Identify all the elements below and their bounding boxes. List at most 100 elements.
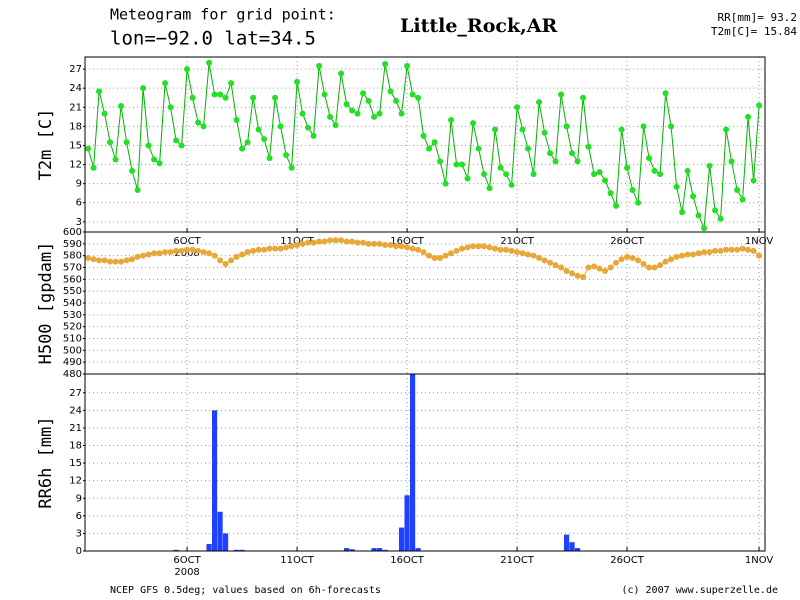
point xyxy=(514,249,521,256)
point xyxy=(514,104,521,111)
point xyxy=(486,244,493,251)
point xyxy=(508,247,515,254)
point xyxy=(640,260,647,267)
point xyxy=(261,246,268,253)
point xyxy=(596,169,603,176)
point xyxy=(310,132,317,139)
point xyxy=(613,259,620,266)
point xyxy=(327,113,334,120)
point xyxy=(398,110,405,117)
point xyxy=(481,171,488,178)
point xyxy=(283,152,290,158)
point xyxy=(184,66,191,73)
point xyxy=(206,250,213,257)
bar xyxy=(574,548,581,551)
point xyxy=(607,190,614,197)
point xyxy=(255,126,262,133)
point xyxy=(349,238,356,245)
point xyxy=(233,253,240,260)
point xyxy=(695,250,702,257)
series-line xyxy=(87,62,760,229)
point xyxy=(239,145,246,152)
point xyxy=(354,110,361,117)
point xyxy=(393,97,400,104)
point xyxy=(558,264,565,271)
point xyxy=(541,129,548,136)
year-label: 2008 xyxy=(174,567,199,578)
y-tick-label: 15 xyxy=(69,458,82,469)
point xyxy=(338,237,345,244)
point xyxy=(536,255,543,262)
point xyxy=(695,212,702,219)
point xyxy=(728,158,735,165)
bar xyxy=(563,534,570,551)
point xyxy=(690,251,697,258)
point xyxy=(272,245,279,252)
point xyxy=(272,94,279,101)
point xyxy=(327,237,334,244)
point xyxy=(145,142,152,149)
point xyxy=(613,202,620,209)
point xyxy=(497,246,504,253)
point xyxy=(701,249,708,256)
point xyxy=(283,244,290,251)
y-axis-label: H500 [gpdam] xyxy=(36,242,56,365)
point xyxy=(420,132,427,139)
point xyxy=(750,177,757,184)
y-tick-label: 520 xyxy=(63,322,82,333)
point xyxy=(426,252,433,259)
y-tick-label: 9 xyxy=(76,493,82,504)
point xyxy=(497,164,504,171)
bar xyxy=(376,548,383,551)
bar xyxy=(211,410,218,551)
point xyxy=(371,113,378,120)
point xyxy=(591,171,598,178)
point xyxy=(360,239,367,246)
x-tick-label: 16OCT xyxy=(390,236,425,247)
point xyxy=(486,185,493,192)
point xyxy=(200,123,207,130)
point xyxy=(332,237,339,244)
y-tick-label: 9 xyxy=(76,179,82,190)
point xyxy=(393,243,400,250)
bar xyxy=(222,533,229,551)
point xyxy=(470,120,477,127)
frame xyxy=(84,373,766,552)
point xyxy=(624,253,631,260)
y-tick-label: 570 xyxy=(63,263,82,274)
point xyxy=(602,177,609,184)
point xyxy=(371,240,378,247)
point xyxy=(745,246,752,253)
point xyxy=(481,243,488,250)
point xyxy=(563,123,570,130)
point xyxy=(200,249,207,256)
point xyxy=(398,243,405,250)
point xyxy=(734,246,741,253)
point xyxy=(547,150,554,157)
point xyxy=(173,137,180,144)
point xyxy=(250,247,257,254)
year-label: 2008 xyxy=(174,248,199,259)
point xyxy=(222,260,229,267)
point xyxy=(739,196,746,203)
point xyxy=(365,240,372,247)
point xyxy=(288,164,295,171)
rr-total: RR[mm]= 93.2 xyxy=(718,11,797,24)
point xyxy=(250,94,257,101)
point xyxy=(618,126,625,133)
point xyxy=(706,249,713,256)
point xyxy=(569,150,576,157)
point xyxy=(596,265,603,272)
point xyxy=(629,187,636,193)
point xyxy=(437,255,444,262)
point xyxy=(129,167,136,174)
y-tick-label: 18 xyxy=(69,441,82,452)
point xyxy=(448,250,455,257)
point xyxy=(431,255,438,262)
point xyxy=(415,246,422,253)
point xyxy=(134,253,141,260)
point xyxy=(184,246,191,253)
y-tick-label: 24 xyxy=(69,83,82,94)
point xyxy=(217,257,224,264)
point xyxy=(151,156,158,163)
